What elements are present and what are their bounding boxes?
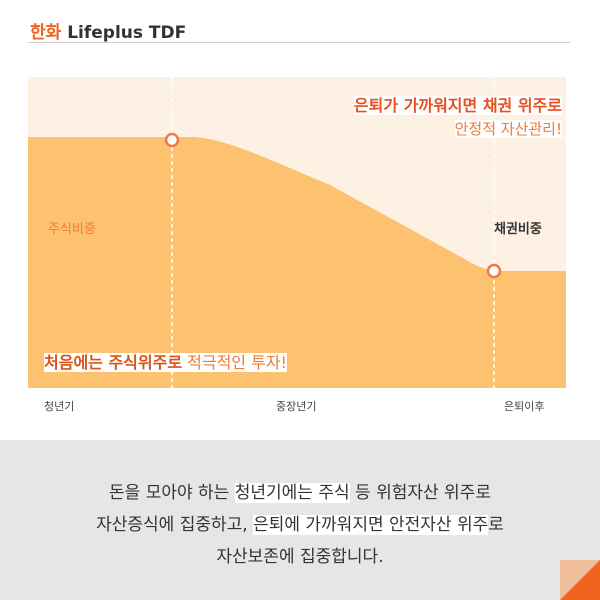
caption-highlight: 은퇴에 가까워지면 안전자산 위주	[253, 515, 489, 535]
bottom-rest: 적극적인 투자!	[182, 353, 287, 372]
caption-line: 자산보존에 집중합니다.	[0, 542, 600, 567]
header-rule	[28, 42, 570, 43]
headline: 은퇴가 가까워지면 채권 위주로	[353, 92, 562, 116]
caption-text: 자산증식에 집중하고,	[96, 515, 254, 535]
marker	[164, 132, 180, 148]
stage-label: 은퇴이후	[504, 400, 545, 413]
stage-label: 청년기	[44, 400, 75, 413]
subheadline-text: 안정적 자산관리!	[454, 120, 562, 138]
corner-decoration	[560, 560, 600, 600]
caption-line: 돈을 모아야 하는 청년기에는 주식 등 위험자산 위주로	[0, 478, 600, 503]
caption-line: 자산증식에 집중하고, 은퇴에 가까워지면 안전자산 위주로	[0, 510, 600, 535]
caption-text: 돈을 모아야 하는	[109, 483, 235, 503]
headline-text: 은퇴가 가까워지면 채권 위주로	[353, 96, 562, 115]
marker	[486, 263, 502, 279]
caption-highlight: 청년기에는 주식	[234, 483, 350, 503]
caption-text: 등 위험자산 위주로	[349, 483, 491, 503]
caption-box: 돈을 모아야 하는 청년기에는 주식 등 위험자산 위주로 자산증식에 집중하고…	[0, 440, 600, 600]
bond-label: 채권비중	[494, 222, 542, 237]
caption-text: 자산보존에 집중합니다.	[216, 547, 384, 567]
subheadline: 안정적 자산관리!	[454, 118, 562, 139]
stage-label: 중장년기	[276, 400, 317, 413]
bottom-note: 처음에는 주식위주로 적극적인 투자!	[44, 349, 287, 373]
product: Lifeplus TDF	[61, 23, 187, 43]
stock-area	[28, 137, 566, 388]
bottom-bold: 처음에는 주식위주로	[44, 353, 183, 372]
brand: 한화	[30, 23, 62, 43]
caption-text: 로	[488, 515, 504, 535]
glide-path	[28, 77, 566, 388]
header: 한화 Lifeplus TDF	[30, 18, 186, 43]
stock-label: 주식비중	[48, 222, 96, 237]
